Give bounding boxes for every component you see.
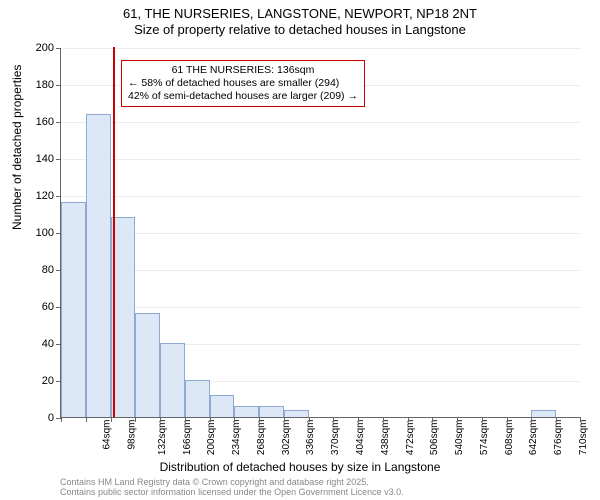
xtick-mark xyxy=(383,417,384,422)
title-line-2: Size of property relative to detached ho… xyxy=(0,22,600,37)
histogram-bar xyxy=(160,343,185,417)
gridline xyxy=(61,159,581,160)
xtick-mark xyxy=(531,417,532,422)
ytick-label: 80 xyxy=(0,264,54,276)
ytick-mark xyxy=(56,159,61,160)
xtick-mark xyxy=(234,417,235,422)
xtick-mark xyxy=(61,417,62,422)
histogram-bar xyxy=(210,395,235,417)
gridline xyxy=(61,233,581,234)
xtick-label: 710sqm xyxy=(578,420,589,456)
ytick-label: 100 xyxy=(0,227,54,239)
xtick-mark xyxy=(309,417,310,422)
xtick-mark xyxy=(580,417,581,422)
gridline xyxy=(61,307,581,308)
xtick-mark xyxy=(185,417,186,422)
ytick-label: 140 xyxy=(0,153,54,165)
xtick-label: 472sqm xyxy=(405,420,416,456)
xtick-mark xyxy=(482,417,483,422)
xtick-label: 166sqm xyxy=(182,420,193,456)
histogram-bar xyxy=(185,380,210,417)
xtick-mark xyxy=(556,417,557,422)
xtick-label: 268sqm xyxy=(256,420,267,456)
xtick-label: 98sqm xyxy=(127,420,138,450)
xtick-mark xyxy=(135,417,136,422)
title-line-1: 61, THE NURSERIES, LANGSTONE, NEWPORT, N… xyxy=(0,6,600,21)
title-block: 61, THE NURSERIES, LANGSTONE, NEWPORT, N… xyxy=(0,0,600,37)
plot-region: 64sqm98sqm132sqm166sqm200sqm234sqm268sqm… xyxy=(60,48,580,418)
ytick-mark xyxy=(56,48,61,49)
xtick-label: 200sqm xyxy=(207,420,218,456)
xtick-label: 302sqm xyxy=(281,420,292,456)
histogram-bar xyxy=(284,410,309,417)
xtick-label: 404sqm xyxy=(355,420,366,456)
histogram-bar xyxy=(61,202,86,417)
annotation-box: 61 THE NURSERIES: 136sqm← 58% of detache… xyxy=(121,60,365,107)
xtick-label: 642sqm xyxy=(528,420,539,456)
xtick-mark xyxy=(507,417,508,422)
xtick-label: 370sqm xyxy=(330,420,341,456)
reference-marker-line xyxy=(113,47,115,417)
xtick-label: 438sqm xyxy=(380,420,391,456)
xtick-mark xyxy=(358,417,359,422)
histogram-bar xyxy=(259,406,284,417)
xtick-mark xyxy=(432,417,433,422)
ytick-mark xyxy=(56,196,61,197)
gridline xyxy=(61,122,581,123)
ytick-mark xyxy=(56,122,61,123)
ytick-label: 120 xyxy=(0,190,54,202)
ytick-label: 0 xyxy=(0,412,54,424)
xtick-mark xyxy=(457,417,458,422)
xtick-mark xyxy=(284,417,285,422)
xtick-mark xyxy=(259,417,260,422)
ytick-mark xyxy=(56,85,61,86)
histogram-bar xyxy=(234,406,259,417)
xtick-label: 608sqm xyxy=(504,420,515,456)
xtick-label: 234sqm xyxy=(231,420,242,456)
gridline xyxy=(61,196,581,197)
xtick-label: 574sqm xyxy=(479,420,490,456)
xtick-mark xyxy=(111,417,112,422)
xtick-label: 676sqm xyxy=(553,420,564,456)
ytick-label: 20 xyxy=(0,375,54,387)
histogram-bar xyxy=(135,313,160,417)
xtick-label: 540sqm xyxy=(454,420,465,456)
xtick-mark xyxy=(408,417,409,422)
xtick-mark xyxy=(160,417,161,422)
footer-line-2: Contains public sector information licen… xyxy=(60,487,404,497)
annotation-line-2: ← 58% of detached houses are smaller (29… xyxy=(128,77,358,90)
gridline xyxy=(61,48,581,49)
ytick-label: 200 xyxy=(0,42,54,54)
annotation-line-1: 61 THE NURSERIES: 136sqm xyxy=(128,64,358,77)
xtick-mark xyxy=(333,417,334,422)
xtick-label: 64sqm xyxy=(102,420,113,450)
xtick-label: 506sqm xyxy=(429,420,440,456)
footer-line-1: Contains HM Land Registry data © Crown c… xyxy=(60,477,404,487)
x-axis-title: Distribution of detached houses by size … xyxy=(0,460,600,474)
xtick-mark xyxy=(86,417,87,422)
chart-container: 61, THE NURSERIES, LANGSTONE, NEWPORT, N… xyxy=(0,0,600,500)
histogram-bar xyxy=(86,114,111,417)
footer-attribution: Contains HM Land Registry data © Crown c… xyxy=(60,477,404,498)
ytick-label: 180 xyxy=(0,79,54,91)
ytick-label: 40 xyxy=(0,338,54,350)
ytick-label: 60 xyxy=(0,301,54,313)
xtick-mark xyxy=(210,417,211,422)
annotation-line-3: 42% of semi-detached houses are larger (… xyxy=(128,90,358,103)
histogram-bar xyxy=(531,410,556,417)
xtick-label: 336sqm xyxy=(306,420,317,456)
chart-area: 64sqm98sqm132sqm166sqm200sqm234sqm268sqm… xyxy=(60,48,580,418)
ytick-label: 160 xyxy=(0,116,54,128)
gridline xyxy=(61,270,581,271)
xtick-label: 132sqm xyxy=(157,420,168,456)
